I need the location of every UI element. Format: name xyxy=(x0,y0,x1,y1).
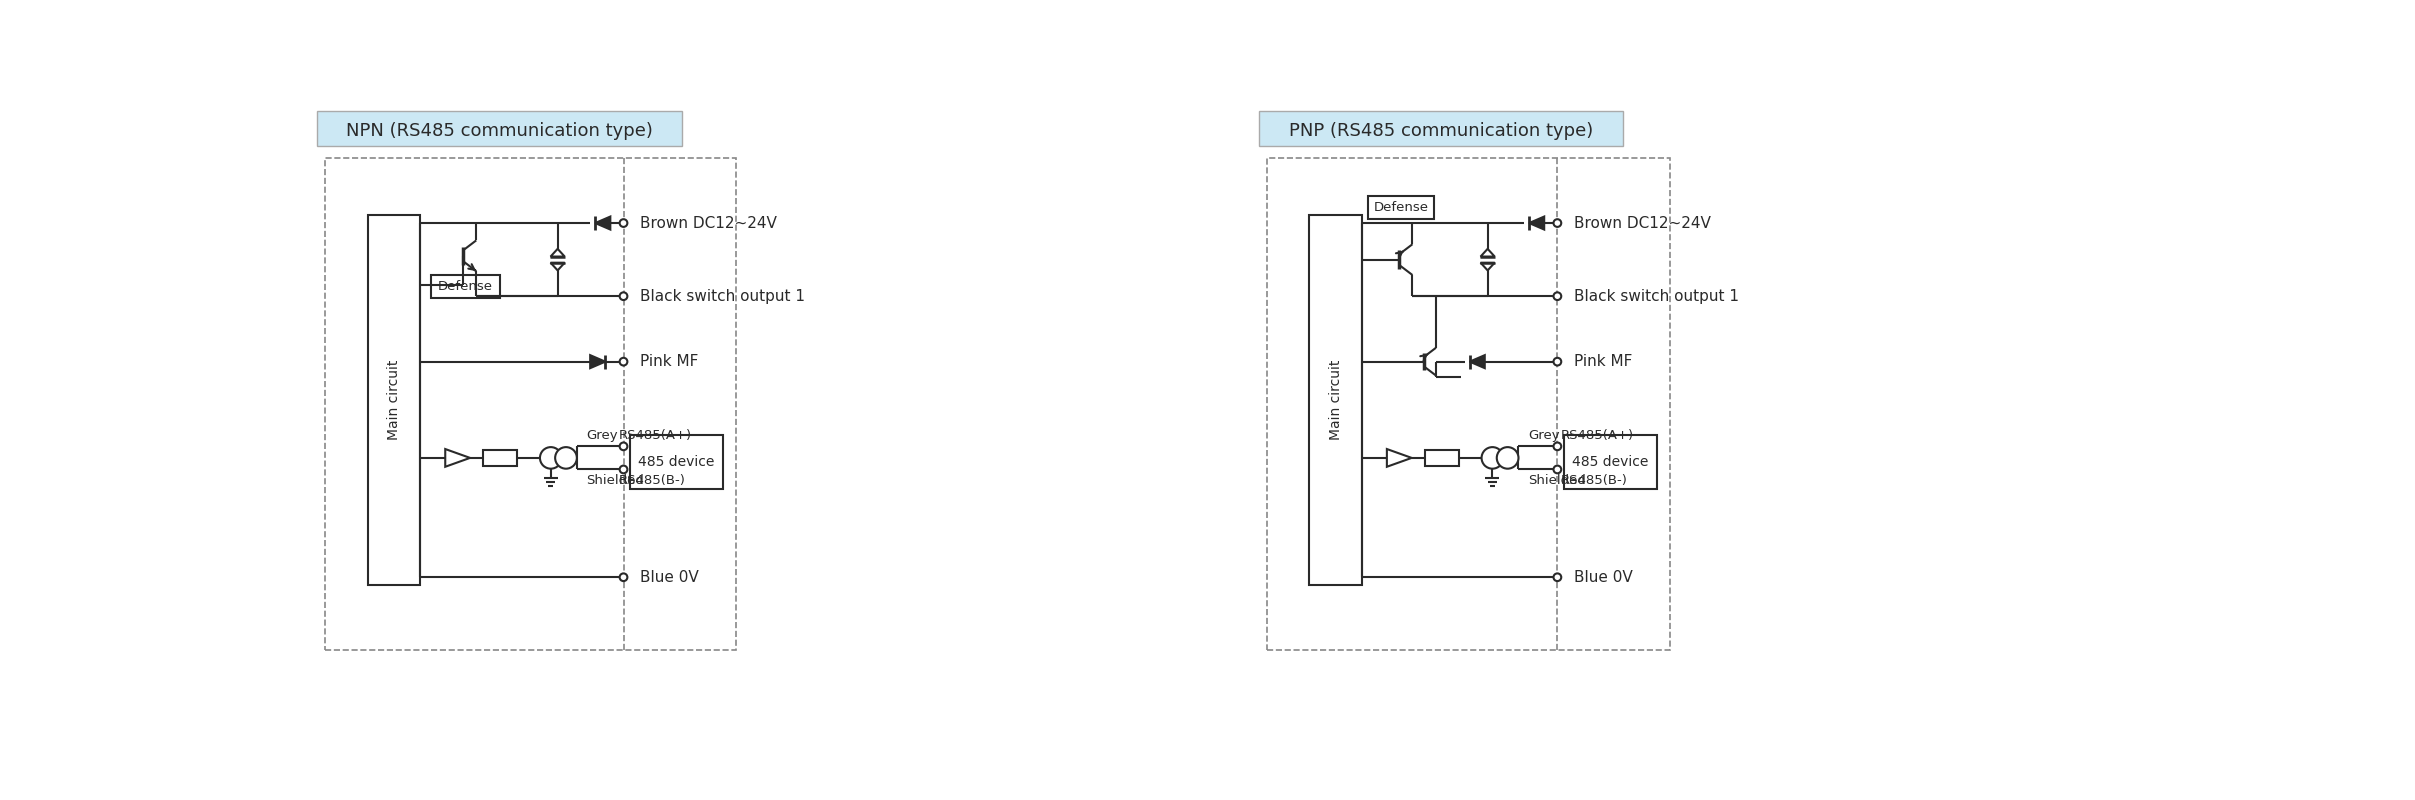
Text: RS485(A+): RS485(A+) xyxy=(1560,429,1633,442)
Bar xyxy=(630,435,722,489)
Circle shape xyxy=(621,442,628,450)
Circle shape xyxy=(1553,466,1560,474)
Circle shape xyxy=(621,358,628,366)
Polygon shape xyxy=(1529,217,1543,230)
Circle shape xyxy=(1480,447,1502,469)
Bar xyxy=(1309,215,1362,585)
Circle shape xyxy=(1553,292,1560,300)
Bar xyxy=(1268,158,1669,650)
Text: Pink MF: Pink MF xyxy=(640,354,698,369)
Text: Brown DC12~24V: Brown DC12~24V xyxy=(640,215,778,230)
Bar xyxy=(430,274,500,298)
Text: 485 device: 485 device xyxy=(1572,454,1649,469)
Text: RS485(A+): RS485(A+) xyxy=(618,429,691,442)
Circle shape xyxy=(1497,447,1519,469)
Circle shape xyxy=(1553,442,1560,450)
Text: Blue 0V: Blue 0V xyxy=(1575,570,1633,585)
Bar xyxy=(483,450,517,466)
Text: Shielded: Shielded xyxy=(1529,474,1587,487)
Text: Main circuit: Main circuit xyxy=(1328,360,1343,440)
Circle shape xyxy=(1553,574,1560,581)
Text: PNP (RS485 communication type): PNP (RS485 communication type) xyxy=(1290,122,1594,140)
Text: Defense: Defense xyxy=(1374,201,1430,214)
Text: Defense: Defense xyxy=(437,280,493,293)
Circle shape xyxy=(1553,358,1560,366)
Circle shape xyxy=(1553,219,1560,227)
Text: Grey: Grey xyxy=(587,429,618,442)
Text: NPN (RS485 communication type): NPN (RS485 communication type) xyxy=(345,122,652,140)
Circle shape xyxy=(541,447,563,469)
Bar xyxy=(1258,111,1623,146)
Circle shape xyxy=(621,574,628,581)
Polygon shape xyxy=(594,217,611,230)
Bar xyxy=(1425,450,1459,466)
Text: Shielded: Shielded xyxy=(587,474,645,487)
Text: Grey: Grey xyxy=(1529,429,1560,442)
Text: Main circuit: Main circuit xyxy=(386,360,401,440)
Bar xyxy=(367,215,420,585)
Text: Black switch output 1: Black switch output 1 xyxy=(1575,289,1739,304)
Text: Pink MF: Pink MF xyxy=(1575,354,1633,369)
Text: Blue 0V: Blue 0V xyxy=(640,570,698,585)
Text: 485 device: 485 device xyxy=(638,454,715,469)
Polygon shape xyxy=(589,355,606,368)
Text: RS485(B-): RS485(B-) xyxy=(618,474,686,487)
Text: Black switch output 1: Black switch output 1 xyxy=(640,289,804,304)
Bar xyxy=(326,158,737,650)
Polygon shape xyxy=(1471,355,1485,368)
Bar xyxy=(1369,196,1435,219)
Text: Brown DC12~24V: Brown DC12~24V xyxy=(1575,215,1710,230)
Text: RS485(B-): RS485(B-) xyxy=(1560,474,1628,487)
Bar xyxy=(316,111,681,146)
Circle shape xyxy=(555,447,577,469)
Bar xyxy=(1563,435,1657,489)
Circle shape xyxy=(621,219,628,227)
Circle shape xyxy=(621,292,628,300)
Circle shape xyxy=(621,466,628,474)
